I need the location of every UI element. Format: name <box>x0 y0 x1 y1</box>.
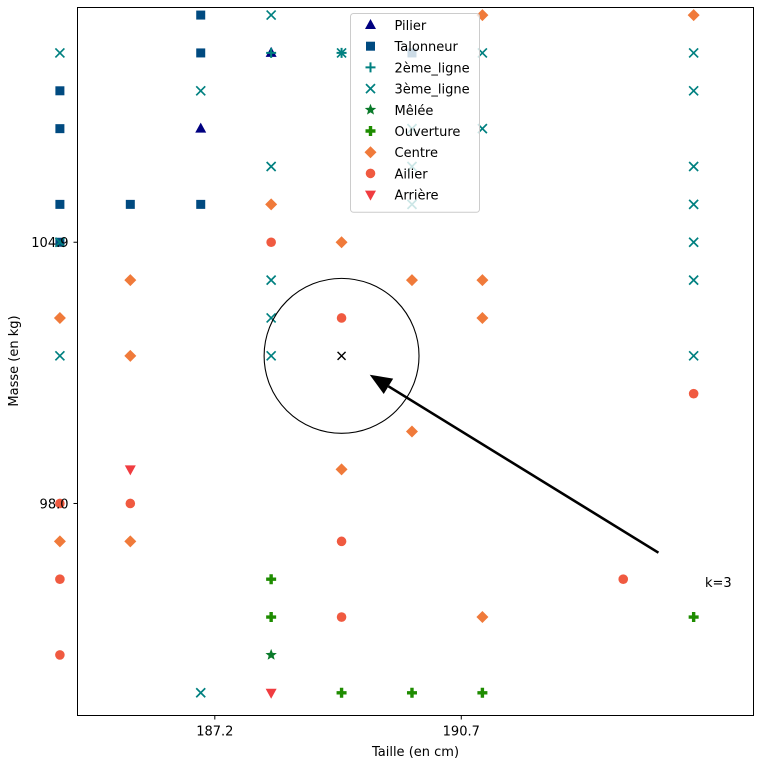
data-point-3eme-ligne <box>266 274 277 286</box>
data-point-centre <box>53 311 66 324</box>
data-point-3eme-ligne <box>54 47 65 59</box>
legend-entry-melee: Mêlée <box>395 104 434 119</box>
data-point-ouverture <box>266 612 277 623</box>
data-point-3eme-ligne <box>266 9 277 21</box>
legend-marker-centre <box>364 146 377 159</box>
legend-entry-centre: Centre <box>395 146 438 161</box>
x-axis-label: Taille (en cm) <box>371 745 459 760</box>
data-point-centre <box>124 349 137 362</box>
data-point-centre <box>124 535 137 548</box>
x-tick-label: 187.2 <box>196 725 233 740</box>
legend-marker-ailier <box>365 168 376 179</box>
data-point-talonneur <box>196 48 206 58</box>
data-point-3eme-ligne <box>688 85 699 96</box>
data-point-centre <box>476 611 489 624</box>
data-point-3eme-ligne <box>266 350 277 361</box>
data-point-centre <box>53 535 66 548</box>
query-point <box>337 351 347 361</box>
data-point-ailier <box>125 498 136 509</box>
annotation-layer: k=3 <box>369 374 732 591</box>
x-tick-label: 190.7 <box>443 725 480 740</box>
axis-ticks: 187.2 190.7 98.0 104.9 <box>31 236 480 739</box>
data-point-3eme-ligne <box>195 687 206 698</box>
data-point-ouverture <box>266 574 277 585</box>
legend-entry-2eme-ligne: 2ème_ligne <box>395 61 470 76</box>
legend-entry-3eme-ligne: 3ème_ligne <box>395 83 470 98</box>
data-point-3eme-ligne <box>336 47 347 59</box>
legend-marker-ouverture <box>365 126 376 136</box>
data-point-ailier <box>618 574 629 585</box>
legend-marker-talonneur <box>366 41 375 51</box>
data-point-3eme-ligne <box>266 161 277 172</box>
data-point-3eme-ligne <box>688 274 699 286</box>
data-point-3eme-ligne <box>688 350 699 361</box>
legend-entry-ouverture: Ouverture <box>395 125 461 140</box>
data-point-arriere <box>265 688 277 699</box>
neighbourhood-circle <box>263 277 420 434</box>
data-point-centre <box>265 198 278 211</box>
axes-frame <box>77 7 754 716</box>
data-point-3eme-ligne <box>54 350 65 361</box>
legend-marker-3eme-ligne <box>365 83 376 94</box>
data-point-ailier <box>55 574 65 585</box>
legend-entry-ailier: Ailier <box>395 167 429 182</box>
data-point-3eme-ligne <box>688 47 699 59</box>
data-point-ailier <box>336 536 347 547</box>
y-axis-label: Masse (en kg) <box>7 315 22 406</box>
data-point-ouverture <box>406 687 417 698</box>
data-point-ailier <box>55 650 65 660</box>
data-point-3eme-ligne <box>266 312 277 324</box>
data-point-centre <box>335 463 348 476</box>
data-point-ouverture <box>688 612 699 623</box>
data-point-centre <box>476 311 489 324</box>
plot-area <box>53 9 700 699</box>
data-point-ailier <box>336 313 347 323</box>
legend-marker-2eme-ligne <box>365 62 376 73</box>
data-point-3eme-ligne <box>195 85 206 96</box>
data-point-talonneur <box>196 10 206 20</box>
legend-entry-talonneur: Talonneur <box>394 40 459 55</box>
data-point-talonneur <box>55 124 65 134</box>
legend-box <box>350 13 480 213</box>
data-point-ailier <box>336 612 347 622</box>
legend-entry-pilier: Pilier <box>395 19 427 34</box>
data-point-3eme-ligne <box>54 237 65 248</box>
data-point-2eme-ligne <box>266 47 277 58</box>
data-point-centre <box>124 274 137 287</box>
data-point-talonneur <box>196 199 206 209</box>
annotation-arrow-shaft <box>387 385 660 554</box>
data-point-centre <box>405 425 418 438</box>
legend-marker-arriere <box>365 190 376 201</box>
data-point-melee <box>265 648 277 660</box>
data-point-talonneur <box>125 199 135 209</box>
legend-entry-arriere: Arrière <box>395 189 439 204</box>
data-point-ailier <box>688 388 699 399</box>
data-point-3eme-ligne <box>688 237 699 248</box>
data-point-ouverture <box>477 687 488 698</box>
legend: Pilier Talonneur 2ème_ligne 3ème_ligne Mêlée… <box>350 13 480 213</box>
data-point-ouverture <box>336 687 347 698</box>
data-point-centre <box>405 274 418 287</box>
data-point-centre <box>476 274 489 287</box>
data-point-arriere <box>124 465 136 476</box>
data-point-centre <box>687 9 700 22</box>
data-point-ailier <box>266 237 276 248</box>
data-point-pilier <box>195 122 207 133</box>
data-point-talonneur <box>55 199 65 209</box>
data-point-centre <box>335 236 348 249</box>
annotation-arrow-head <box>369 374 394 394</box>
y-tick-label: 104.9 <box>31 236 68 251</box>
legend-marker-melee <box>364 103 377 115</box>
data-point-ailier <box>55 498 65 509</box>
y-tick-label: 98.0 <box>40 497 69 512</box>
data-point-talonneur <box>55 86 65 96</box>
data-point-3eme-ligne <box>688 199 699 210</box>
legend-marker-pilier <box>365 19 376 29</box>
data-point-centre <box>476 9 489 22</box>
annotation-label: k=3 <box>705 576 732 591</box>
data-point-3eme-ligne <box>688 161 699 172</box>
